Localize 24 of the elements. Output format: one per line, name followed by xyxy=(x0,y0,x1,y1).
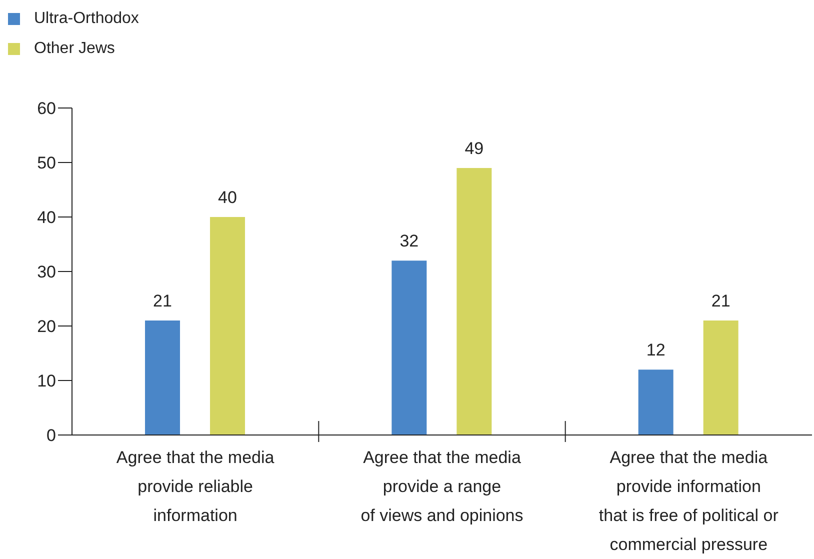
x-tick-label: Agree that the media provide a range of views and opinions xyxy=(360,448,524,525)
data-label: 21 xyxy=(711,292,730,311)
legend-label: Ultra-Orthodox xyxy=(34,10,139,28)
bar xyxy=(638,370,674,435)
legend-label: Other Jews xyxy=(34,40,115,58)
bar xyxy=(456,168,492,435)
y-tick-label: 50 xyxy=(37,154,56,173)
data-label: 12 xyxy=(646,340,666,360)
data-label: 49 xyxy=(464,138,484,158)
data-label: 21 xyxy=(153,292,172,311)
bar xyxy=(145,320,180,435)
bar xyxy=(392,260,427,435)
bar xyxy=(703,320,738,435)
y-tick-label: 20 xyxy=(37,317,56,336)
x-tick-label: Agree that the media provide information that is free of political or commercial pressure xyxy=(598,448,779,554)
y-tick-label: 0 xyxy=(46,426,56,446)
y-tick-label: 10 xyxy=(37,372,56,391)
y-tick-label: 60 xyxy=(37,99,56,118)
data-label: 32 xyxy=(400,232,419,251)
y-tick-label: 30 xyxy=(37,262,56,282)
x-tick-label: Agree that the media provide reliable information xyxy=(116,448,275,525)
bar xyxy=(210,217,245,435)
data-label: 40 xyxy=(218,188,237,207)
y-tick-label: 40 xyxy=(37,208,56,228)
